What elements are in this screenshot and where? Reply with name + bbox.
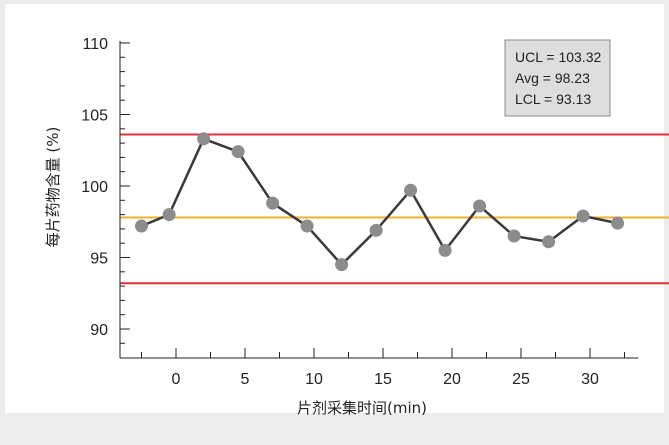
x-tick-label: 20 bbox=[443, 371, 461, 388]
y-tick-label: 110 bbox=[82, 36, 108, 53]
data-point bbox=[163, 208, 176, 221]
data-point bbox=[611, 217, 624, 230]
data-point bbox=[135, 220, 148, 233]
legend-avg: Avg = 98.23 bbox=[515, 70, 590, 86]
legend-lcl: LCL = 93.13 bbox=[515, 91, 591, 107]
control-limits-legend: UCL = 103.32 Avg = 98.23 LCL = 93.13 bbox=[505, 40, 610, 116]
data-point bbox=[370, 224, 383, 237]
data-point bbox=[232, 145, 245, 158]
y-tick-label: 95 bbox=[90, 251, 108, 268]
data-point bbox=[508, 230, 521, 243]
x-axis-title: 片剂采集时间(min) bbox=[297, 399, 427, 417]
data-point bbox=[473, 200, 486, 213]
x-tick-label: 0 bbox=[172, 371, 181, 388]
data-point bbox=[266, 197, 279, 210]
y-tick-label: 100 bbox=[81, 179, 108, 196]
x-tick-label: 30 bbox=[581, 371, 599, 388]
data-point bbox=[542, 235, 555, 248]
x-tick-label: 15 bbox=[374, 371, 392, 388]
data-point bbox=[439, 244, 452, 257]
data-point bbox=[197, 132, 210, 145]
y-axis-title: 每片药物含量 (%) bbox=[44, 127, 62, 248]
data-point bbox=[404, 184, 417, 197]
data-point bbox=[335, 258, 348, 271]
x-tick-label: 5 bbox=[241, 371, 250, 388]
y-tick-label: 90 bbox=[90, 322, 108, 339]
y-tick-label: 105 bbox=[81, 108, 108, 125]
x-tick-label: 10 bbox=[305, 371, 323, 388]
data-point bbox=[577, 210, 590, 223]
data-point bbox=[301, 220, 314, 233]
x-tick-label: 25 bbox=[512, 371, 530, 388]
legend-ucl: UCL = 103.32 bbox=[515, 49, 601, 65]
